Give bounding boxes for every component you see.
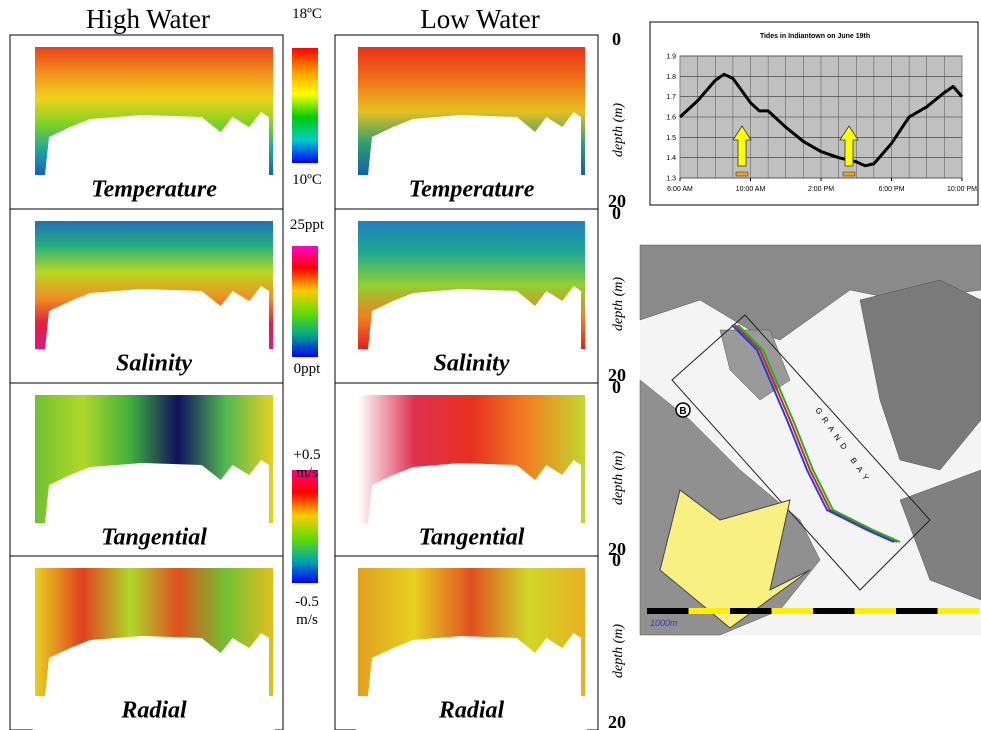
panel-label: Tangential	[419, 525, 525, 551]
bathymetry-mask	[45, 633, 269, 716]
chart-title: Tides in Indiantown on June 19th	[760, 33, 870, 40]
depth-label: depth (m)	[611, 277, 626, 331]
depth-label: depth (m)	[611, 624, 626, 678]
depth-top: 0	[612, 29, 621, 49]
bathymetry-mask	[33, 523, 275, 559]
colorbar	[292, 246, 318, 357]
colorbar-top-label: 18ºC	[292, 6, 322, 22]
bathymetry-mask	[356, 349, 587, 385]
scale-bar	[896, 608, 938, 614]
bathymetry-mask	[356, 523, 587, 559]
y-tick-label: 1.5	[666, 135, 676, 142]
y-tick-label: 1.4	[666, 155, 676, 162]
tide-arrow	[732, 125, 752, 167]
scale-bar	[647, 608, 689, 614]
y-tick-label: 1.3	[666, 176, 676, 183]
x-tick-label: 10:00 AM	[736, 186, 766, 193]
depth-bottom: 20	[608, 539, 626, 559]
ship-track	[737, 324, 901, 543]
bathymetry-mask	[45, 460, 269, 543]
bathymetry-mask	[33, 696, 275, 730]
scale-bar	[937, 608, 979, 614]
tide-marker	[735, 171, 749, 177]
panel-label: Temperature	[91, 177, 217, 203]
marker-label: B	[679, 406, 686, 417]
bathymetry-mask	[356, 696, 587, 730]
colorbar-bottom-label: m/s	[296, 612, 318, 628]
scale-bar	[771, 608, 813, 614]
bathymetry-mask	[33, 349, 275, 385]
bathymetry-mask	[368, 112, 581, 195]
x-tick-label: 10:00 PM	[947, 186, 977, 193]
depth-top: 0	[612, 203, 621, 223]
scale-bar	[813, 608, 855, 614]
ship-track	[734, 324, 898, 543]
column-header: Low Water	[420, 4, 540, 34]
bathymetry-mask	[368, 460, 581, 543]
bathymetry-mask	[45, 112, 269, 195]
panel-label: Salinity	[116, 351, 192, 377]
panel-label: Salinity	[433, 351, 509, 377]
depth-top: 0	[612, 550, 621, 570]
landmass	[639, 244, 981, 341]
depth-label: depth (m)	[611, 451, 626, 505]
tide-marker	[842, 171, 856, 177]
x-tick-label: 2:00 PM	[808, 186, 834, 193]
depth-bottom: 20	[608, 191, 626, 211]
colorbar	[292, 48, 318, 163]
panel-label: Tangential	[101, 525, 207, 551]
panel-label: Radial	[438, 698, 505, 724]
landmass	[859, 279, 981, 471]
colorbar-bottom-label: 10ºC	[292, 172, 322, 188]
scale-bar	[688, 608, 730, 614]
bathymetry-mask	[368, 286, 581, 369]
depth-label: depth (m)	[611, 103, 626, 157]
scale-bar	[854, 608, 896, 614]
depth-bottom: 20	[608, 712, 626, 730]
bathymetry-mask	[368, 633, 581, 716]
y-tick-label: 1.7	[666, 94, 676, 101]
x-tick-label: 6:00 AM	[667, 186, 693, 193]
x-tick-label: 6:00 PM	[878, 186, 904, 193]
colorbar-top-label: 25ppt	[290, 217, 325, 233]
colorbar-bottom-label: -0.5	[295, 594, 319, 610]
colorbar-bottom-label: 0ppt	[294, 361, 322, 377]
tide-arrow	[839, 125, 859, 167]
colorbar-top-label: +0.5	[293, 447, 320, 463]
depth-bottom: 20	[608, 365, 626, 385]
survey-box	[671, 314, 931, 591]
bathymetry-mask	[45, 286, 269, 369]
bathymetry-mask	[356, 175, 587, 211]
colorbar-top-label: m/s	[296, 465, 318, 481]
y-tick-label: 1.9	[666, 54, 676, 61]
ship-track	[731, 324, 895, 543]
tide-line	[678, 72, 964, 168]
scale-label: 1000m	[650, 618, 678, 628]
marker-circle	[675, 402, 691, 418]
scale-bar	[730, 608, 772, 614]
panel-label: Radial	[120, 698, 187, 724]
panel-label: Temperature	[409, 177, 535, 203]
depth-top: 0	[612, 377, 621, 397]
bathymetry-mask	[33, 175, 275, 211]
landmass	[899, 469, 981, 601]
column-header: High Water	[86, 4, 210, 34]
arrow	[659, 489, 811, 629]
y-tick-label: 1.6	[666, 115, 676, 122]
colorbar	[292, 470, 318, 583]
y-tick-label: 1.8	[666, 74, 676, 81]
